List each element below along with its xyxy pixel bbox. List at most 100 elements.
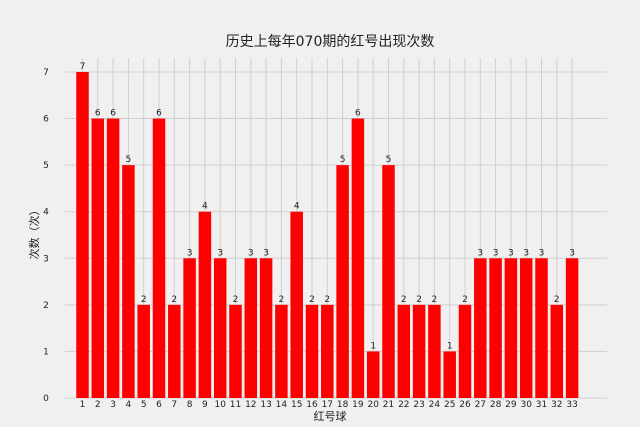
bar-6 — [152, 118, 166, 398]
bar-19 — [351, 118, 365, 398]
bar-14 — [275, 304, 288, 398]
x-tick-label: 16 — [306, 400, 318, 410]
data-label: 2 — [324, 295, 330, 305]
data-label: 2 — [309, 295, 315, 305]
data-label: 2 — [279, 295, 285, 305]
data-label: 4 — [202, 202, 208, 212]
x-tick-label: 8 — [187, 400, 193, 410]
bar-22 — [397, 304, 411, 398]
data-label: 3 — [569, 248, 575, 258]
x-tick-label: 15 — [291, 400, 302, 410]
chart-title: 历史上每年070期的红号出现次数 — [226, 34, 435, 50]
y-axis-ticks: 0 1 2 3 4 5 6 7 — [43, 68, 49, 404]
bar-16 — [305, 304, 319, 398]
data-label: 7 — [80, 62, 86, 72]
y-tick-label: 6 — [43, 115, 49, 125]
bar-28 — [489, 258, 502, 398]
x-tick-label: 20 — [367, 400, 379, 410]
x-tick-label: 6 — [156, 400, 162, 410]
bar-15 — [290, 211, 303, 398]
data-label: 5 — [340, 155, 346, 165]
bar-4 — [122, 165, 135, 398]
data-label: 3 — [187, 248, 193, 258]
x-tick-label: 19 — [352, 400, 364, 410]
bar-26 — [458, 304, 472, 398]
bar-9 — [198, 211, 212, 398]
x-tick-label: 17 — [322, 400, 333, 410]
y-tick-label: 7 — [43, 68, 49, 78]
data-label: 2 — [554, 295, 560, 305]
bar-20 — [366, 351, 380, 398]
x-tick-label: 3 — [110, 400, 116, 410]
x-tick-label: 31 — [536, 400, 547, 410]
bar-29 — [504, 258, 518, 398]
x-tick-label: 23 — [413, 400, 424, 410]
data-label: 2 — [141, 295, 147, 305]
data-label: 3 — [493, 248, 499, 258]
bar-7 — [168, 304, 181, 398]
data-label: 3 — [477, 248, 483, 258]
data-label: 2 — [432, 295, 438, 305]
x-tick-label: 29 — [505, 400, 517, 410]
data-label: 3 — [539, 248, 545, 258]
bar-25 — [443, 351, 456, 398]
data-label: 2 — [171, 295, 177, 305]
y-tick-label: 3 — [43, 254, 49, 264]
bar-13 — [259, 258, 273, 398]
bar-5 — [137, 304, 150, 398]
data-label: 1 — [370, 341, 376, 351]
data-label: 2 — [416, 295, 422, 305]
y-tick-label: 1 — [43, 347, 49, 357]
x-tick-label: 27 — [475, 400, 486, 410]
bar-23 — [412, 304, 426, 398]
data-label: 2 — [233, 295, 239, 305]
bar-8 — [183, 258, 196, 398]
data-label: 3 — [217, 248, 223, 258]
bar-31 — [535, 258, 548, 398]
x-tick-label: 24 — [429, 400, 441, 410]
x-tick-label: 14 — [276, 400, 288, 410]
bar-1 — [76, 71, 89, 399]
data-label: 3 — [248, 248, 254, 258]
x-tick-label: 2 — [95, 400, 101, 410]
data-label: 4 — [294, 202, 300, 212]
x-tick-label: 1 — [80, 400, 86, 410]
x-tick-label: 10 — [214, 400, 226, 410]
data-label: 5 — [386, 155, 392, 165]
data-label: 5 — [126, 155, 132, 165]
x-tick-label: 26 — [459, 400, 471, 410]
data-label: 6 — [110, 109, 116, 119]
x-axis-label: 红号球 — [314, 409, 347, 423]
x-tick-label: 33 — [566, 400, 577, 410]
bars — [76, 71, 579, 399]
x-tick-label: 30 — [520, 400, 532, 410]
bar-24 — [428, 304, 441, 398]
data-label: 3 — [508, 248, 514, 258]
x-tick-label: 9 — [202, 400, 208, 410]
x-tick-label: 5 — [141, 400, 147, 410]
x-tick-label: 11 — [230, 400, 241, 410]
x-tick-label: 21 — [383, 400, 394, 410]
x-axis-ticks: 1 2 3 4 5 6 7 8 9 10 11 12 13 14 15 16 17 18 19 20 21 22 23 24 2… — [80, 400, 578, 410]
data-label: 3 — [523, 248, 529, 258]
x-tick-label: 25 — [444, 400, 455, 410]
bar-21 — [382, 165, 395, 398]
x-tick-label: 13 — [260, 400, 271, 410]
data-label: 2 — [462, 295, 468, 305]
bar-10 — [213, 258, 227, 398]
y-tick-label: 0 — [43, 394, 49, 404]
data-label: 2 — [401, 295, 407, 305]
bar-2 — [91, 118, 105, 398]
bar-17 — [321, 304, 334, 398]
bar-18 — [336, 165, 349, 398]
x-tick-label: 7 — [171, 400, 177, 410]
bar-11 — [229, 304, 242, 398]
bar-3 — [106, 118, 120, 398]
data-label: 1 — [447, 341, 453, 351]
data-label: 6 — [355, 109, 361, 119]
bar-27 — [474, 258, 487, 398]
y-tick-label: 4 — [43, 208, 49, 218]
x-tick-label: 18 — [337, 400, 349, 410]
